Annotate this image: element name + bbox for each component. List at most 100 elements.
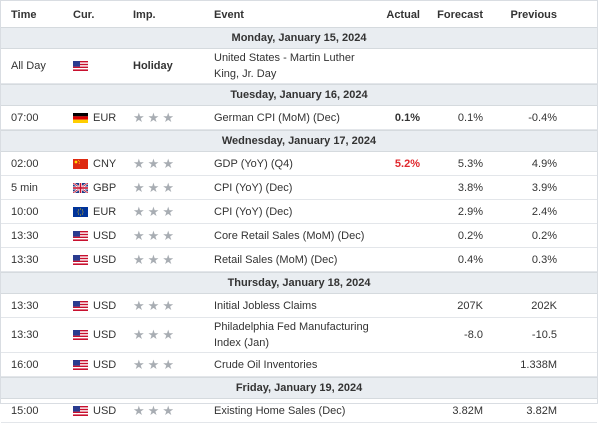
cn-flag-icon (73, 152, 89, 175)
event-currency: GBP (93, 181, 117, 194)
header-currency[interactable]: Cur. (73, 9, 95, 21)
event-time: 16:00 (11, 358, 39, 371)
event-time: All Day (11, 60, 46, 72)
event-name[interactable]: Crude Oil Inventories (214, 358, 318, 371)
event-currency: USD (93, 404, 117, 417)
event-forecast: 3.82M (452, 404, 483, 417)
event-row[interactable]: 15:00 USD ★ ★ ★ Existing Home Sales (Dec) … (1, 399, 597, 423)
day-header: Wednesday, January 17, 2024 (1, 130, 597, 152)
event-importance: ★ ★ ★ (133, 353, 193, 376)
event-row[interactable]: 13:30 USD ★ ★ ★ Philadelphia Fed Manufactu… (1, 318, 597, 353)
header-event[interactable]: Event (214, 9, 244, 21)
event-currency: USD (93, 358, 117, 371)
event-time: 10:00 (11, 205, 39, 218)
event-row[interactable]: 13:30 USD ★ ★ ★ Initial Jobless Claims 207… (1, 294, 597, 318)
event-previous: 3.9% (531, 181, 557, 194)
header-previous[interactable]: Previous (510, 9, 557, 21)
star-icon: ★ (133, 327, 145, 342)
event-name[interactable]: Initial Jobless Claims (214, 299, 317, 312)
event-previous: 202K (531, 299, 557, 312)
star-icon: ★ (147, 155, 160, 171)
event-row[interactable]: 5 min GBP ★ ★ ★ CPI (YoY) (Dec) 3.8% 3.9% (1, 176, 597, 200)
header-forecast[interactable]: Forecast (437, 9, 483, 21)
star-icon: ★ (133, 203, 145, 219)
event-row[interactable]: 07:00 EUR ★ ★ ★ German CPI (MoM) (Dec) 0.1… (1, 106, 597, 130)
star-icon: ★ (162, 155, 174, 171)
event-row[interactable]: 10:00 EUR ★ ★ ★ CPI (YoY) (Dec) 2.9% 2.4% (1, 200, 597, 224)
event-importance: ★ ★ ★ (133, 248, 193, 271)
event-row[interactable]: 13:30 USD ★ ★ ★ Retail Sales (MoM) (Dec) 0… (1, 248, 597, 272)
event-actual (360, 49, 420, 83)
us-flag-icon (73, 353, 89, 376)
header-actual[interactable]: Actual (386, 9, 420, 21)
event-currency: USD (93, 299, 117, 312)
header-time[interactable]: Time (11, 9, 37, 21)
header-importance[interactable]: Imp. (133, 9, 156, 21)
event-name[interactable]: CPI (YoY) (Dec) (214, 205, 293, 218)
event-forecast: 3.8% (457, 181, 483, 194)
event-actual: 5.2% (394, 157, 420, 170)
event-forecast (423, 49, 483, 83)
event-name[interactable]: United States - Martin Luther King, Jr. … (214, 52, 355, 80)
event-forecast: 0.1% (457, 111, 483, 124)
event-currency: USD (93, 329, 117, 341)
event-importance: ★ ★ ★ (133, 200, 193, 223)
star-icon: ★ (147, 179, 160, 195)
event-importance: Holiday (133, 49, 193, 83)
star-icon: ★ (147, 203, 160, 219)
event-time: 13:30 (11, 329, 39, 341)
event-time: 02:00 (11, 157, 39, 170)
event-actual (360, 294, 420, 317)
star-icon: ★ (133, 251, 145, 267)
event-actual: 0.1% (394, 111, 420, 124)
event-actual (360, 353, 420, 376)
event-name[interactable]: German CPI (MoM) (Dec) (214, 111, 340, 124)
event-time: 5 min (11, 181, 38, 194)
event-currency: CNY (93, 157, 117, 170)
de-flag-icon (73, 106, 89, 129)
event-row[interactable]: All Day Holiday United States - Martin L… (1, 49, 597, 84)
star-icon: ★ (133, 179, 145, 195)
holiday-label: Holiday (133, 60, 173, 72)
event-row[interactable]: 16:00 USD ★ ★ ★ Crude Oil Inventories 1.33… (1, 353, 597, 377)
event-currency (93, 49, 133, 83)
day-header: Tuesday, January 16, 2024 (1, 84, 597, 106)
star-icon: ★ (147, 227, 160, 243)
event-row[interactable]: 02:00 CNY ★ ★ ★ GDP (YoY) (Q4) 5.2% 5.3% 4… (1, 152, 597, 176)
event-name[interactable]: Philadelphia Fed Manufacturing Index (Ja… (214, 321, 369, 349)
event-row[interactable]: 13:30 USD ★ ★ ★ Core Retail Sales (MoM) (D… (1, 224, 597, 248)
event-importance: ★ ★ ★ (133, 399, 193, 422)
day-header: Thursday, January 18, 2024 (1, 272, 597, 294)
event-forecast: -8.0 (464, 329, 483, 341)
us-flag-icon (73, 49, 89, 83)
star-icon: ★ (162, 251, 174, 267)
event-name[interactable]: Core Retail Sales (MoM) (Dec) (214, 229, 365, 242)
us-flag-icon (73, 318, 89, 352)
star-icon: ★ (147, 251, 160, 267)
event-importance: ★ ★ ★ (133, 294, 193, 317)
event-currency: EUR (93, 111, 117, 124)
star-icon: ★ (133, 109, 145, 125)
event-actual (360, 318, 420, 352)
event-currency: USD (93, 253, 117, 266)
event-name[interactable]: Existing Home Sales (Dec) (214, 404, 346, 417)
star-icon: ★ (133, 297, 145, 313)
event-previous: 0.3% (531, 253, 557, 266)
eu-flag-icon (73, 200, 89, 223)
event-time: 13:30 (11, 253, 39, 266)
event-previous: -10.5 (531, 329, 557, 341)
event-previous: 4.9% (531, 157, 557, 170)
event-previous: 3.82M (526, 404, 557, 417)
event-name[interactable]: GDP (YoY) (Q4) (214, 157, 293, 170)
star-icon: ★ (133, 356, 145, 372)
event-name[interactable]: Retail Sales (MoM) (Dec) (214, 253, 338, 266)
star-icon: ★ (162, 227, 174, 243)
event-time: 07:00 (11, 111, 39, 124)
event-forecast: 2.9% (457, 205, 483, 218)
event-currency: EUR (93, 205, 117, 218)
event-name[interactable]: CPI (YoY) (Dec) (214, 181, 293, 194)
star-icon: ★ (147, 356, 160, 372)
event-actual (360, 200, 420, 223)
event-previous: 0.2% (531, 229, 557, 242)
